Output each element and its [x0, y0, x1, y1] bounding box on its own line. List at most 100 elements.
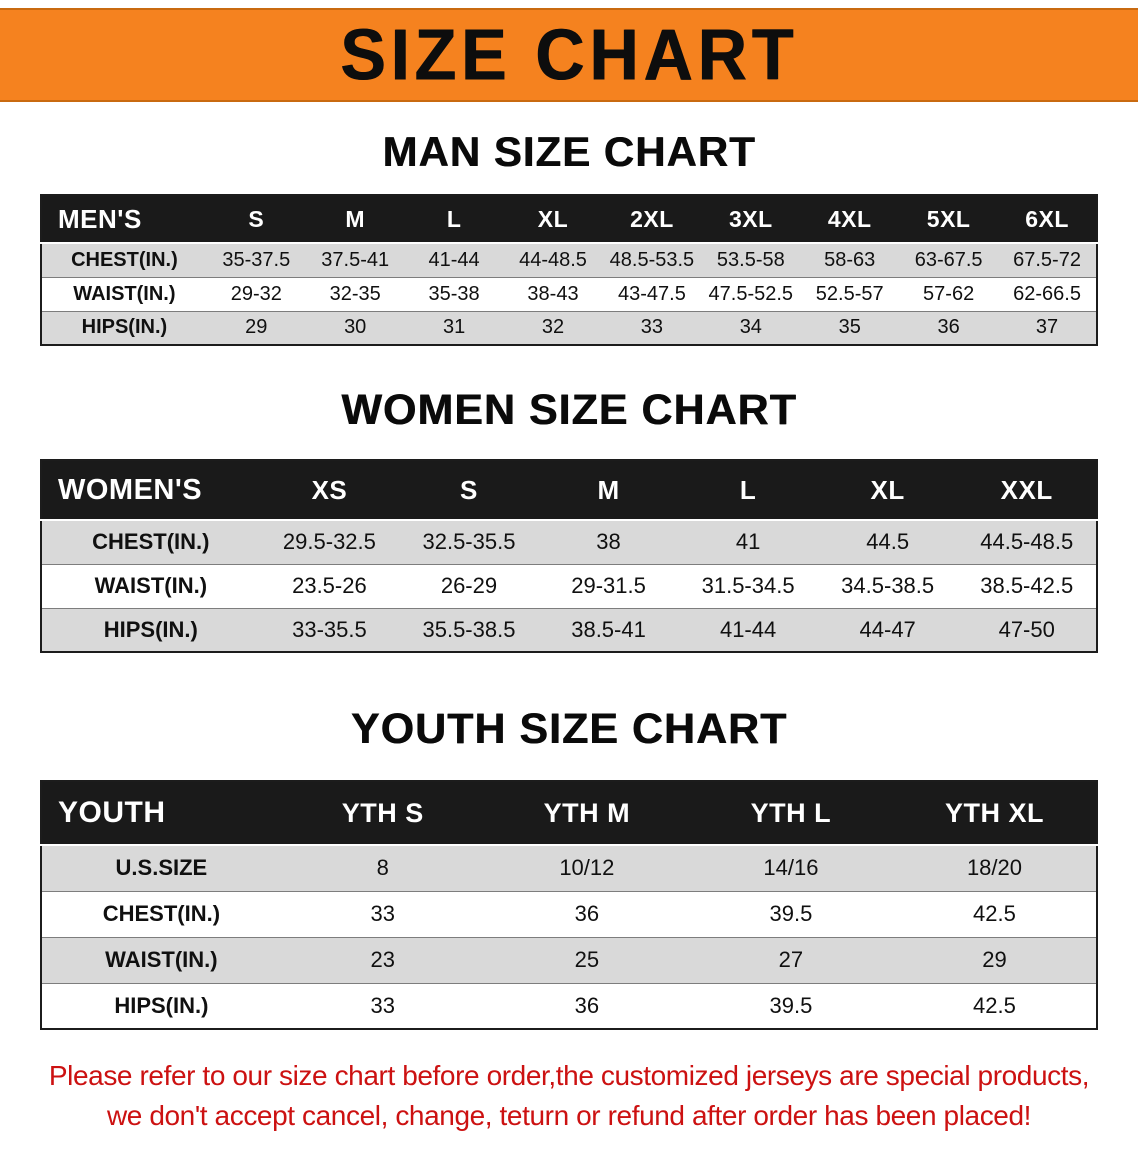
- table-cell: 33: [640, 316, 664, 339]
- table-cell: 32-35: [329, 282, 381, 305]
- banner-title: SIZE CHART: [340, 14, 798, 96]
- women-size-section: WOMEN SIZE CHART WOMEN'S XS S M L XL XXL CHEST(…: [0, 386, 1138, 653]
- youth-size-table: YOUTH YTH S YTH M YTH L YTH XL U.S.SIZE 8 10/12…: [40, 780, 1098, 1030]
- table-cell: 29.5-32.5: [282, 529, 376, 555]
- youth-size-section: YOUTH SIZE CHART YOUTH YTH S YTH M YTH L YTH…: [0, 705, 1138, 1030]
- column-header: S: [206, 195, 306, 244]
- table-cell: 42.5: [973, 992, 1016, 1018]
- table-cell: 47.5-52.5: [708, 282, 794, 305]
- column-header: 5XL: [899, 195, 999, 244]
- table-cell: 38.5-42.5: [980, 573, 1074, 598]
- table-cell: 36: [574, 901, 600, 926]
- man-size-table: MEN'S S M L XL 2XL 3XL 4XL 5XL 6XL CHEST(IN.) 35-37…: [40, 194, 1098, 346]
- row-label: CHEST(IN.): [71, 248, 178, 271]
- women-size-table: WOMEN'S XS S M L XL XXL CHEST(IN.) 29.5-32.5 32.5…: [40, 459, 1098, 653]
- row-label: CHEST(IN.): [102, 901, 221, 926]
- table-header-row: MEN'S S M L XL 2XL 3XL 4XL 5XL 6XL: [41, 195, 1097, 244]
- youth-size-heading: YOUTH SIZE CHART: [350, 705, 788, 753]
- table-cell: 39.5: [769, 992, 813, 1018]
- column-header: XL: [503, 195, 603, 244]
- table-cell: 25: [574, 947, 600, 972]
- table-cell: 57-62: [923, 282, 975, 305]
- table-cell: 30: [344, 316, 367, 339]
- row-label: HIPS(IN.): [81, 316, 168, 339]
- table-cell: 41-44: [719, 616, 777, 642]
- column-header: 4XL: [800, 195, 900, 244]
- table-cell: 29-32: [230, 282, 282, 305]
- row-label: HIPS(IN.): [103, 616, 198, 642]
- table-cell: 53.5-58: [716, 248, 785, 271]
- table-cell: 41-44: [428, 248, 480, 271]
- table-cell: 63-67.5: [914, 248, 983, 271]
- table-cell: 39.5: [769, 901, 813, 926]
- table-cell: 35-37.5: [222, 248, 291, 271]
- table-cell: 36: [937, 316, 960, 339]
- table-corner-label: MEN'S: [41, 195, 207, 244]
- column-header: L: [678, 460, 818, 521]
- column-header: YTH M: [484, 781, 689, 846]
- table-cell: 34.5-38.5: [841, 573, 935, 598]
- table-cell: 27: [778, 947, 804, 972]
- table-corner-label: WOMEN'S: [41, 460, 260, 521]
- table-row: CHEST(IN.) 29.5-32.5 32.5-35.5 38 41 44.5 44.5…: [41, 520, 1097, 564]
- table-cell: 34: [739, 316, 762, 339]
- table-cell: 33: [370, 901, 396, 926]
- women-size-heading: WOMEN SIZE CHART: [341, 386, 797, 434]
- row-label: WAIST(IN.): [105, 947, 218, 972]
- table-row: WAIST(IN.) 23 25 27 29: [41, 937, 1097, 983]
- table-cell: 29: [245, 316, 268, 339]
- column-header: XS: [259, 460, 400, 521]
- table-cell: 48.5-53.5: [609, 248, 695, 271]
- table-cell: 44-47: [859, 616, 916, 642]
- table-cell: 38: [596, 529, 621, 555]
- table-cell: 58-63: [824, 248, 876, 271]
- table-row: CHEST(IN.) 35-37.5 37.5-41 41-44 44-48.5 48.5…: [41, 243, 1097, 277]
- row-label: WAIST(IN.): [73, 282, 176, 305]
- disclaimer-line-1: Please refer to our size chart before or…: [48, 1060, 1090, 1091]
- table-row: CHEST(IN.) 33 36 39.5 42.5: [41, 891, 1097, 937]
- table-cell: 36: [574, 992, 600, 1018]
- column-header: S: [399, 460, 539, 521]
- table-header-row: WOMEN'S XS S M L XL XXL: [41, 460, 1097, 521]
- column-header: YTH S: [280, 781, 485, 846]
- table-cell: 38.5-41: [571, 616, 646, 642]
- column-header: 6XL: [998, 195, 1097, 244]
- column-header: XXL: [957, 460, 1097, 521]
- table-corner-label: YOUTH: [41, 781, 281, 846]
- table-cell: 44.5-48.5: [980, 529, 1074, 555]
- table-row: WAIST(IN.) 23.5-26 26-29 29-31.5 31.5-34.5 34…: [41, 564, 1097, 608]
- table-cell: 35-38: [428, 282, 480, 305]
- disclaimer-line-2: we don't accept cancel, change, teturn o…: [106, 1100, 1032, 1131]
- table-row: HIPS(IN.) 33-35.5 35.5-38.5 38.5-41 41-44 44-…: [41, 608, 1097, 652]
- size-chart-banner: SIZE CHART: [0, 8, 1138, 102]
- column-header: YTH L: [688, 781, 893, 846]
- table-cell: 37.5-41: [321, 248, 390, 271]
- table-cell: 26-29: [440, 573, 498, 598]
- table-row: U.S.SIZE 8 10/12 14/16 18/20: [41, 845, 1097, 891]
- table-cell: 38-43: [527, 282, 579, 305]
- table-cell: 52.5-57: [815, 282, 884, 305]
- table-cell: 47-50: [998, 616, 1055, 642]
- table-cell: 31.5-34.5: [701, 573, 795, 598]
- column-header: 3XL: [701, 195, 801, 244]
- table-cell: 33-35.5: [292, 616, 367, 642]
- table-row: HIPS(IN.) 33 36 39.5 42.5: [41, 983, 1097, 1029]
- row-label: WAIST(IN.): [94, 573, 208, 598]
- row-label: U.S.SIZE: [115, 855, 208, 881]
- table-cell: 62-66.5: [1013, 282, 1081, 305]
- table-cell: 14/16: [763, 855, 819, 881]
- man-size-heading: MAN SIZE CHART: [382, 128, 756, 175]
- disclaimer: Please refer to our size chart before or…: [0, 1056, 1138, 1150]
- row-label: HIPS(IN.): [114, 992, 209, 1018]
- table-cell: 29-31.5: [571, 573, 646, 598]
- table-cell: 35.5-38.5: [422, 616, 516, 642]
- table-cell: 23: [370, 947, 396, 972]
- table-cell: 31: [442, 316, 466, 339]
- table-cell: 23.5-26: [292, 573, 367, 598]
- table-cell: 33: [370, 992, 396, 1018]
- table-row: WAIST(IN.) 29-32 32-35 35-38 38-43 43-47.5 47.…: [41, 277, 1097, 311]
- row-label: CHEST(IN.): [92, 529, 210, 555]
- table-cell: 67.5-72: [1013, 248, 1081, 271]
- table-cell: 8: [376, 855, 389, 881]
- table-cell: 18/20: [966, 855, 1022, 881]
